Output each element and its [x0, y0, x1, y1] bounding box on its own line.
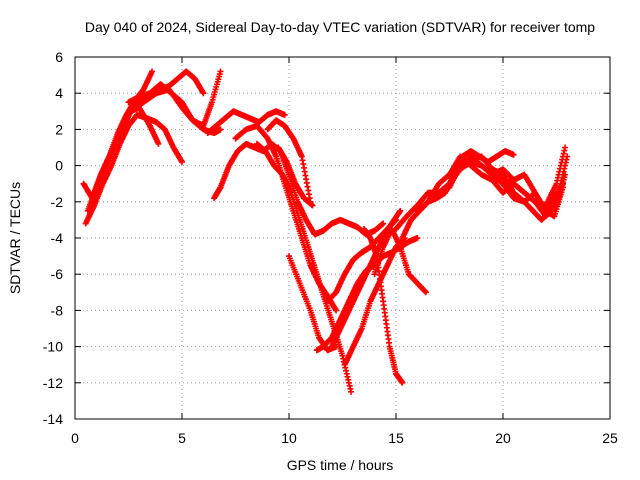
data-point	[217, 126, 224, 133]
data-point	[309, 202, 316, 209]
y-tick-label: -4	[51, 230, 64, 246]
data-point	[149, 68, 156, 75]
y-tick-label: -8	[51, 302, 64, 318]
y-tick-label: 0	[55, 158, 63, 174]
data-point	[155, 140, 162, 147]
data-point	[217, 68, 224, 75]
x-tick-label: 15	[388, 430, 404, 446]
data-series	[264, 117, 314, 205]
data-series	[253, 140, 355, 395]
data-point	[281, 111, 288, 118]
data-point	[348, 388, 355, 395]
x-tick-label: 25	[602, 430, 618, 446]
y-tick-label: 4	[55, 85, 63, 101]
chart-title: Day 040 of 2024, Sidereal Day-to-day VTE…	[85, 19, 595, 35]
data-point	[414, 235, 421, 241]
data-point	[397, 207, 404, 214]
data-series	[89, 68, 207, 205]
x-tick-label: 10	[281, 430, 297, 446]
y-tick-label: -14	[43, 411, 63, 427]
y-tick-label: -6	[51, 266, 64, 282]
data-series	[127, 68, 224, 129]
x-tick-label: 5	[178, 430, 186, 446]
data-point	[399, 379, 406, 386]
data-series	[82, 111, 185, 227]
y-tick-label: -10	[43, 339, 63, 355]
data-point	[422, 289, 429, 296]
data-points	[80, 68, 571, 395]
data-series	[328, 207, 404, 350]
data-series	[275, 144, 316, 209]
data-point	[562, 144, 569, 151]
data-point	[380, 220, 387, 227]
x-tick-label: 0	[71, 430, 79, 446]
y-axis-label: SDTVAR / TECUs	[7, 182, 23, 294]
y-tick-label: 6	[55, 49, 63, 65]
data-series	[313, 235, 421, 354]
data-point	[179, 158, 185, 165]
y-tick-label: 2	[55, 121, 63, 137]
x-axis: 0 5 10 15 20 25	[71, 57, 618, 446]
y-tick-label: -2	[51, 194, 64, 210]
y-axis: -14 -12 -10 -8 -6 -4 -2 0 2 4 6	[43, 49, 610, 427]
data-series	[204, 108, 288, 137]
x-axis-label: GPS time / hours	[287, 457, 394, 473]
data-point	[333, 307, 340, 314]
x-tick-label: 20	[495, 430, 511, 446]
y-tick-label: -12	[43, 375, 63, 391]
data-series	[371, 225, 429, 296]
data-point	[200, 90, 207, 97]
